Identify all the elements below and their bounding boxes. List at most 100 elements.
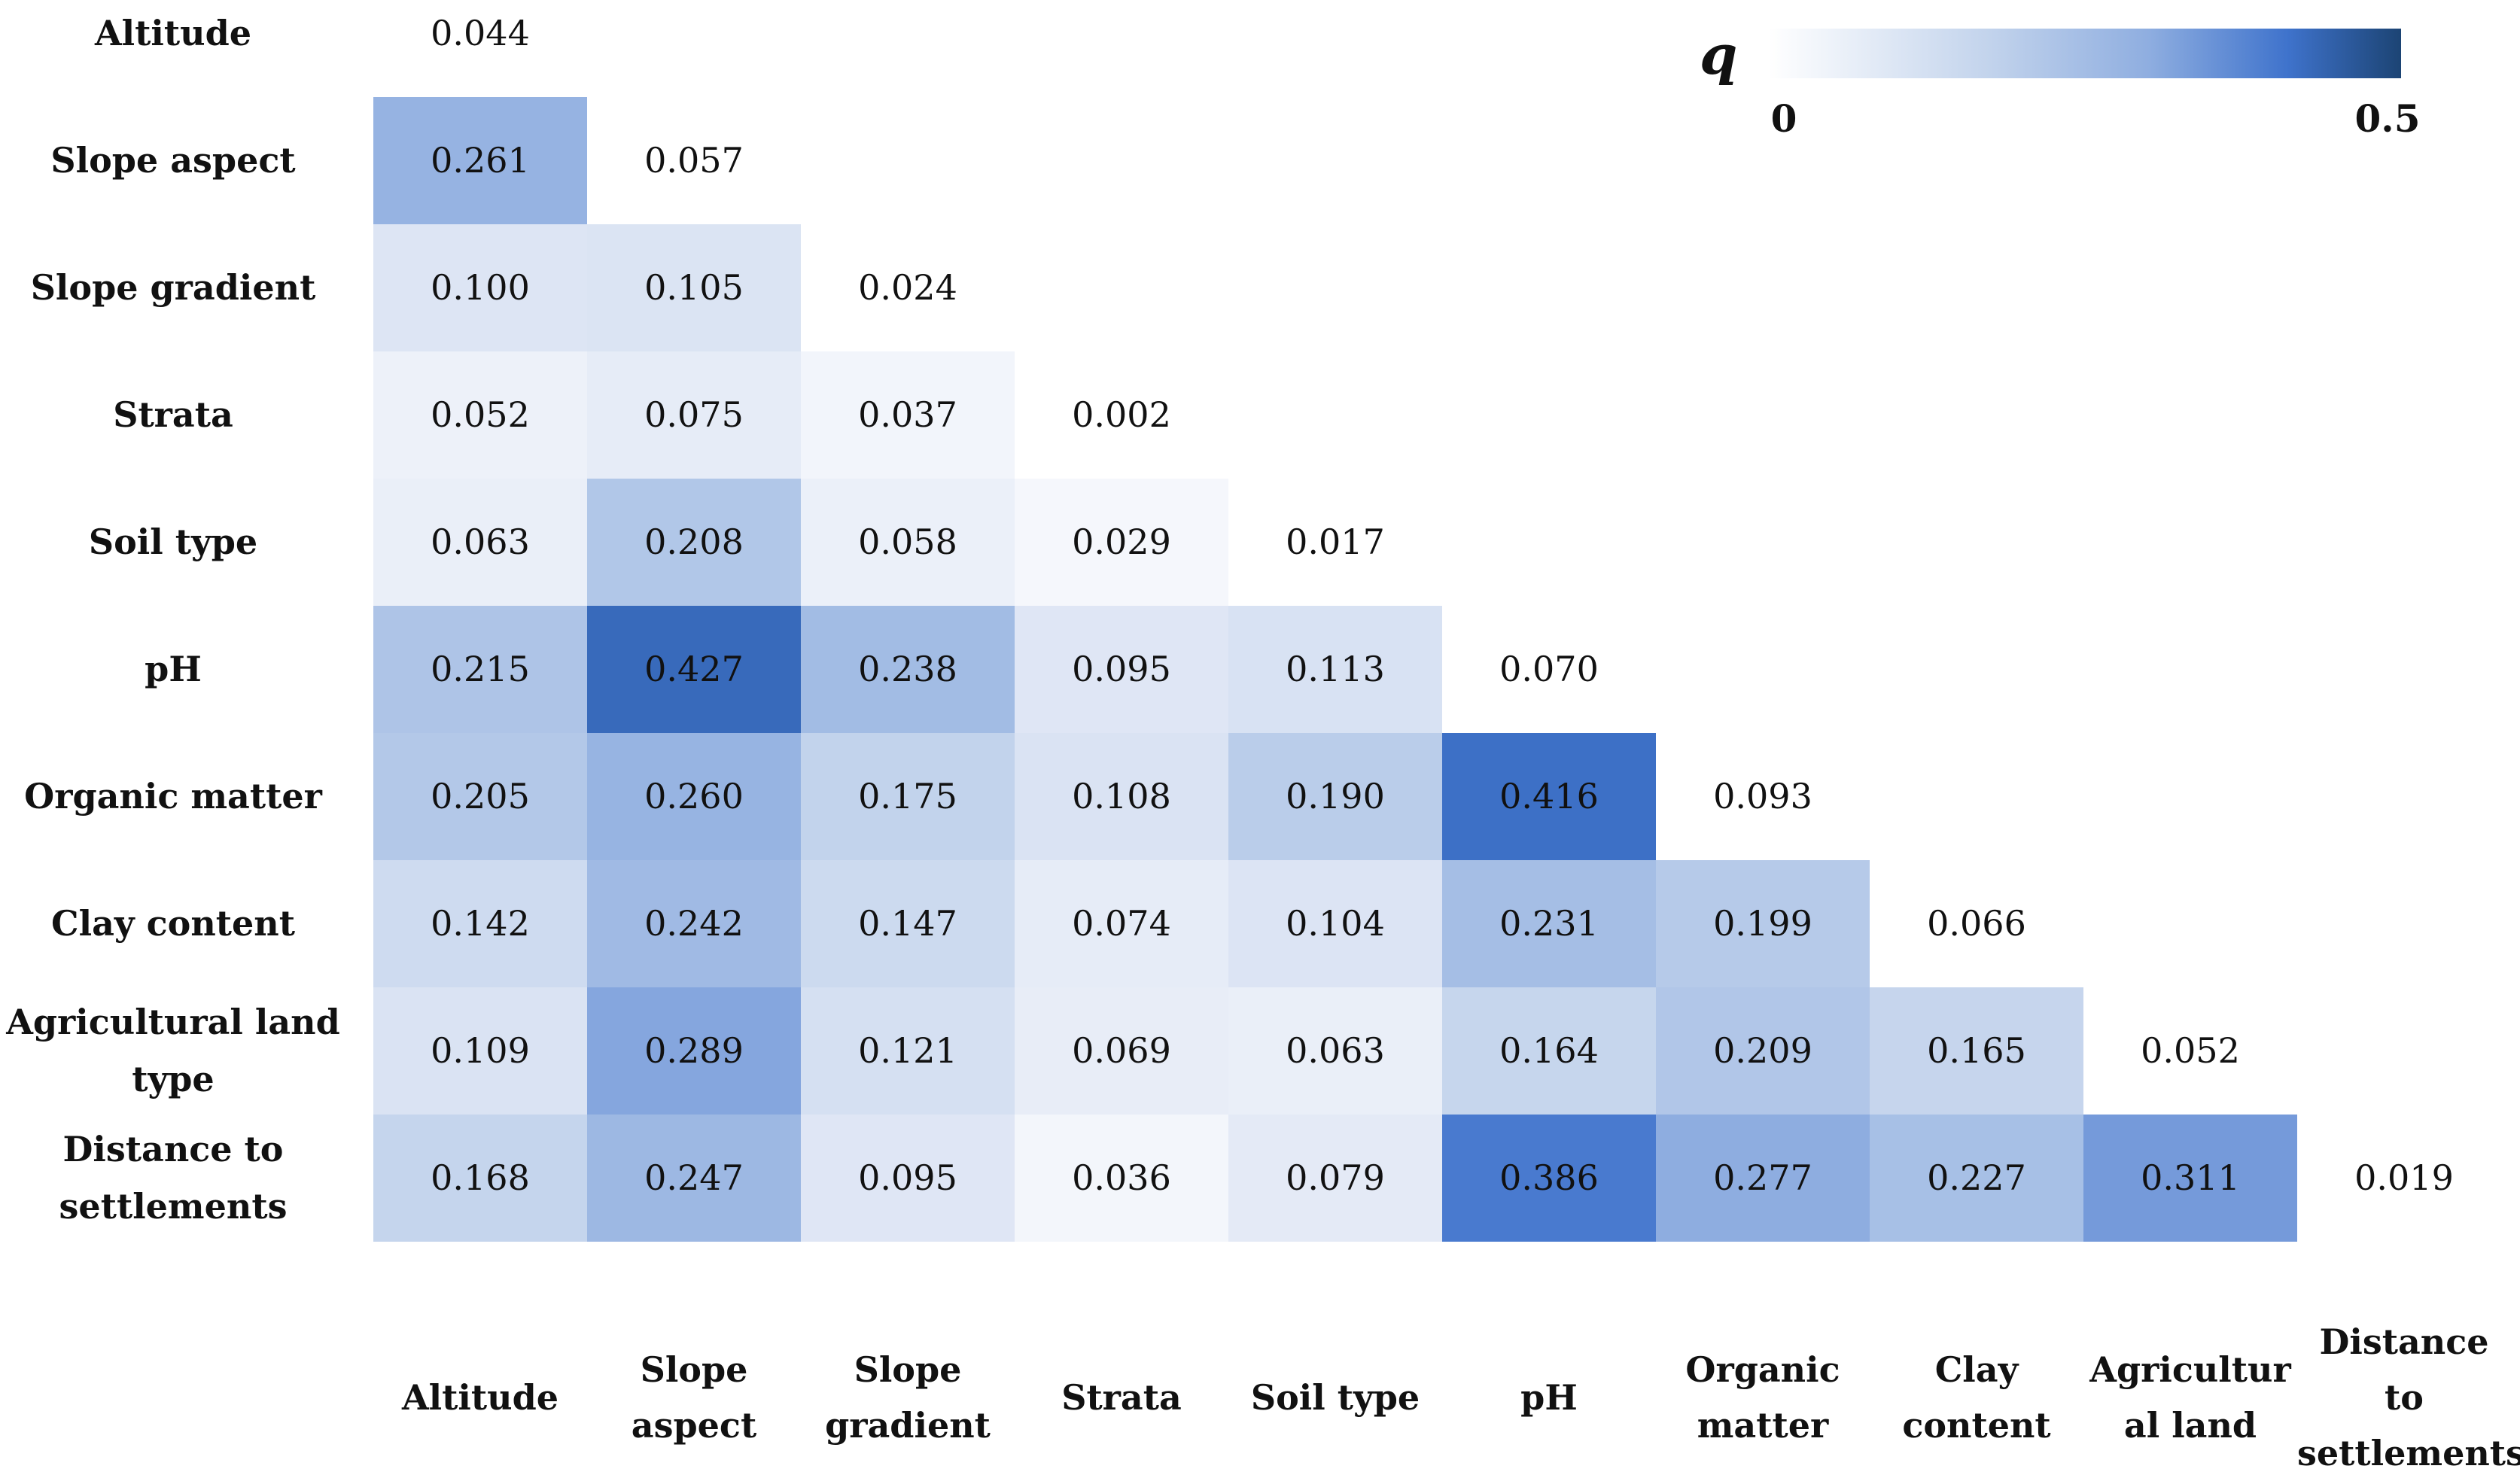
cell-value-label: 0.063 <box>1286 1030 1385 1071</box>
cell-value-label: 0.036 <box>1072 1157 1171 1198</box>
heatmap-cell: 0.142 <box>373 859 587 987</box>
heatmap-cell: 0.024 <box>801 224 1015 351</box>
heatmap-cell: 0.075 <box>587 351 801 479</box>
heatmap-cell: 0.063 <box>373 478 587 606</box>
row-label-line: Slope gradient <box>30 267 316 308</box>
heatmap-cell: 0.095 <box>801 1114 1015 1242</box>
cell-value-label: 0.121 <box>858 1030 957 1071</box>
cell-value-label: 0.093 <box>1713 776 1812 817</box>
column-label-line: Slope <box>854 1349 962 1390</box>
heatmap-cell: 0.199 <box>1656 859 1870 987</box>
heatmap-cell: 0.175 <box>801 732 1015 860</box>
column-label: Slope gradient <box>801 1342 1015 1453</box>
column-label: Organic matter <box>1656 1342 1870 1453</box>
heatmap-cell: 0.069 <box>1015 987 1228 1115</box>
column-label-line: Distance to <box>2319 1321 2489 1418</box>
cell-value-label: 0.095 <box>858 1157 957 1198</box>
row-label: Distance to settlements <box>0 1121 346 1235</box>
cell-value-label: 0.109 <box>431 1030 530 1071</box>
column-label: Slope aspect <box>587 1342 801 1453</box>
cell-value-label: 0.260 <box>644 776 744 817</box>
row-label: Agricultural land type <box>0 993 346 1108</box>
cell-value-label: 0.209 <box>1713 1030 1812 1071</box>
cell-value-label: 0.057 <box>644 140 744 181</box>
column-label-line: al land <box>2123 1405 2257 1446</box>
cell-value-label: 0.242 <box>644 903 744 944</box>
heatmap-cell: 0.215 <box>373 605 587 733</box>
column-label: Agricultur al land <box>2083 1342 2297 1453</box>
cell-value-label: 0.063 <box>431 522 530 562</box>
heatmap-cell: 0.227 <box>1870 1114 2083 1242</box>
cell-value-label: 0.002 <box>1072 394 1171 435</box>
heatmap-cell: 0.105 <box>587 224 801 351</box>
heatmap-cell: 0.164 <box>1442 987 1656 1115</box>
row-label-line: Soil type <box>88 522 258 562</box>
heatmap-cell: 0.095 <box>1015 605 1228 733</box>
heatmap-cell: 0.057 <box>587 97 801 224</box>
heatmap-cell: 0.037 <box>801 351 1015 479</box>
column-label: Altitude <box>373 1370 587 1425</box>
column-label-line: Soil type <box>1250 1377 1420 1418</box>
column-label-line: Slope <box>640 1349 748 1390</box>
cell-value-label: 0.079 <box>1286 1157 1385 1198</box>
heatmap-cell: 0.070 <box>1442 606 1656 733</box>
heatmap-cell: 0.079 <box>1228 1114 1442 1242</box>
heatmap-cell: 0.058 <box>801 478 1015 606</box>
heatmap-cell: 0.100 <box>373 224 587 351</box>
row-label: Strata <box>0 386 346 443</box>
heatmap-cell: 0.168 <box>373 1114 587 1242</box>
cell-value-label: 0.175 <box>858 776 957 817</box>
heatmap-cell: 0.044 <box>373 0 587 97</box>
heatmap-cell: 0.260 <box>587 732 801 860</box>
legend-symbol: q <box>1700 23 1738 87</box>
heatmap-cell: 0.190 <box>1228 732 1442 860</box>
cell-value-label: 0.147 <box>858 903 957 944</box>
row-label-line: Distance to <box>62 1129 284 1169</box>
row-label-line: Agricultural land <box>6 1002 340 1042</box>
cell-value-label: 0.095 <box>1072 649 1171 689</box>
row-label-line: Altitude <box>94 13 251 53</box>
row-label-line: pH <box>145 649 202 689</box>
heatmap-cell: 0.209 <box>1656 987 1870 1115</box>
column-label-line: aspect <box>631 1405 757 1446</box>
heatmap-cell: 0.121 <box>801 987 1015 1115</box>
heatmap-cell: 0.386 <box>1442 1114 1656 1242</box>
cell-value-label: 0.069 <box>1072 1030 1171 1071</box>
heatmap-cell: 0.063 <box>1228 987 1442 1115</box>
cell-value-label: 0.164 <box>1499 1030 1599 1071</box>
cell-value-label: 0.105 <box>644 267 744 308</box>
cell-value-label: 0.100 <box>431 267 530 308</box>
cell-value-label: 0.227 <box>1927 1157 2026 1198</box>
heatmap-cell: 0.036 <box>1015 1114 1228 1242</box>
cell-value-label: 0.416 <box>1499 776 1599 817</box>
row-label: Soil type <box>0 513 346 570</box>
column-label: Clay content <box>1870 1342 2083 1453</box>
heatmap-cell: 0.017 <box>1228 479 1442 606</box>
heatmap-cell: 0.277 <box>1656 1114 1870 1242</box>
cell-value-label: 0.075 <box>644 394 744 435</box>
heatmap-cell: 0.311 <box>2083 1114 2297 1242</box>
row-label: pH <box>0 640 346 698</box>
heatmap-cell: 0.416 <box>1442 732 1656 860</box>
column-label-line: settlements <box>2297 1433 2520 1473</box>
legend-max-label: 0.5 <box>2354 96 2421 141</box>
heatmap-cell: 0.231 <box>1442 859 1656 987</box>
cell-value-label: 0.427 <box>644 649 744 689</box>
cell-value-label: 0.070 <box>1499 649 1599 689</box>
heatmap-cell: 0.165 <box>1870 987 2083 1115</box>
heatmap-cell: 0.108 <box>1015 732 1228 860</box>
heatmap-cell: 0.208 <box>587 478 801 606</box>
cell-value-label: 0.231 <box>1499 903 1599 944</box>
cell-value-label: 0.024 <box>858 267 957 308</box>
heatmap-cell: 0.289 <box>587 987 801 1115</box>
heatmap-cell: 0.029 <box>1015 478 1228 606</box>
cell-value-label: 0.205 <box>431 776 530 817</box>
column-label-line: Organic <box>1685 1349 1840 1390</box>
row-label: Slope aspect <box>0 132 346 189</box>
cell-value-label: 0.247 <box>644 1157 744 1198</box>
heatmap-cell: 0.093 <box>1656 733 1870 860</box>
heatmap-cell: 0.427 <box>587 605 801 733</box>
column-label-line: content <box>1902 1405 2051 1446</box>
heatmap-cell: 0.002 <box>1015 351 1228 479</box>
